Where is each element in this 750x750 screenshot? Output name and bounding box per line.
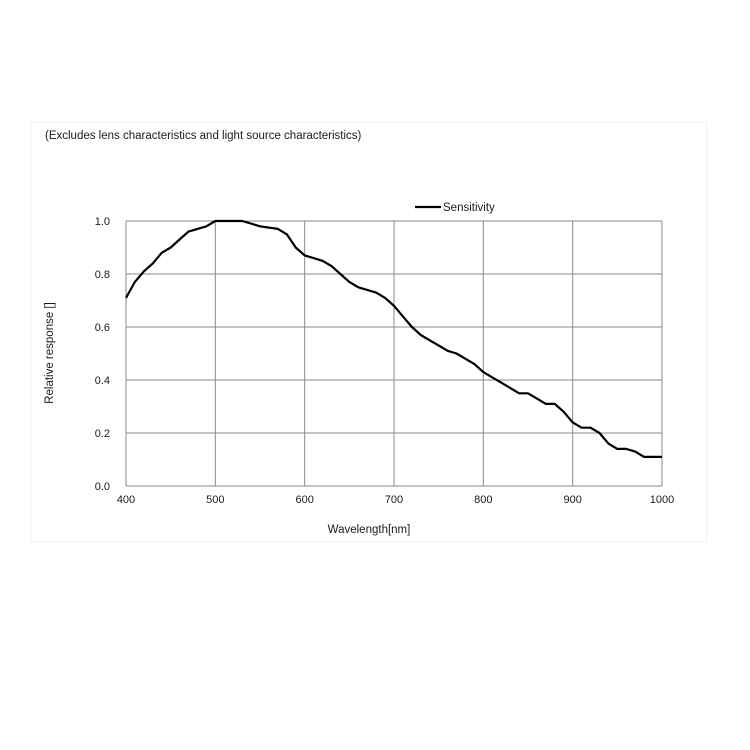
x-tick-label: 500 [206,494,224,506]
y-tick-label: 1.0 [95,216,110,228]
sensitivity-line [125,219,662,458]
y-tick-label: 0.2 [95,428,110,440]
tick-labels: 400 500 600 700 800 900 1000 0.0 0.2 0.4 0.6 0.8 1.0 [95,216,675,506]
y-axis-label: Relative response [] [44,302,56,404]
x-tick-label: 400 [117,494,135,506]
x-tick-label: 800 [474,494,492,506]
y-tick-label: 0.0 [95,481,110,493]
x-tick-label: 900 [563,494,581,506]
y-tick-label: 0.8 [95,269,110,281]
x-tick-label: 600 [295,494,313,506]
grid-lines [125,220,663,487]
x-tick-label: 700 [385,494,403,506]
y-tick-label: 0.4 [95,375,110,387]
x-tick-label: 1000 [650,494,674,506]
sensitivity-chart: (Excludes lens characteristics and light… [44,130,675,536]
x-axis-label: Wavelength[nm] [328,524,411,536]
chart-figure: (Excludes lens characteristics and light… [30,122,707,542]
chart-note: (Excludes lens characteristics and light… [45,130,362,142]
legend-label-sensitivity: Sensitivity [443,202,495,214]
legend: Sensitivity [415,202,495,214]
y-tick-label: 0.6 [95,322,110,334]
